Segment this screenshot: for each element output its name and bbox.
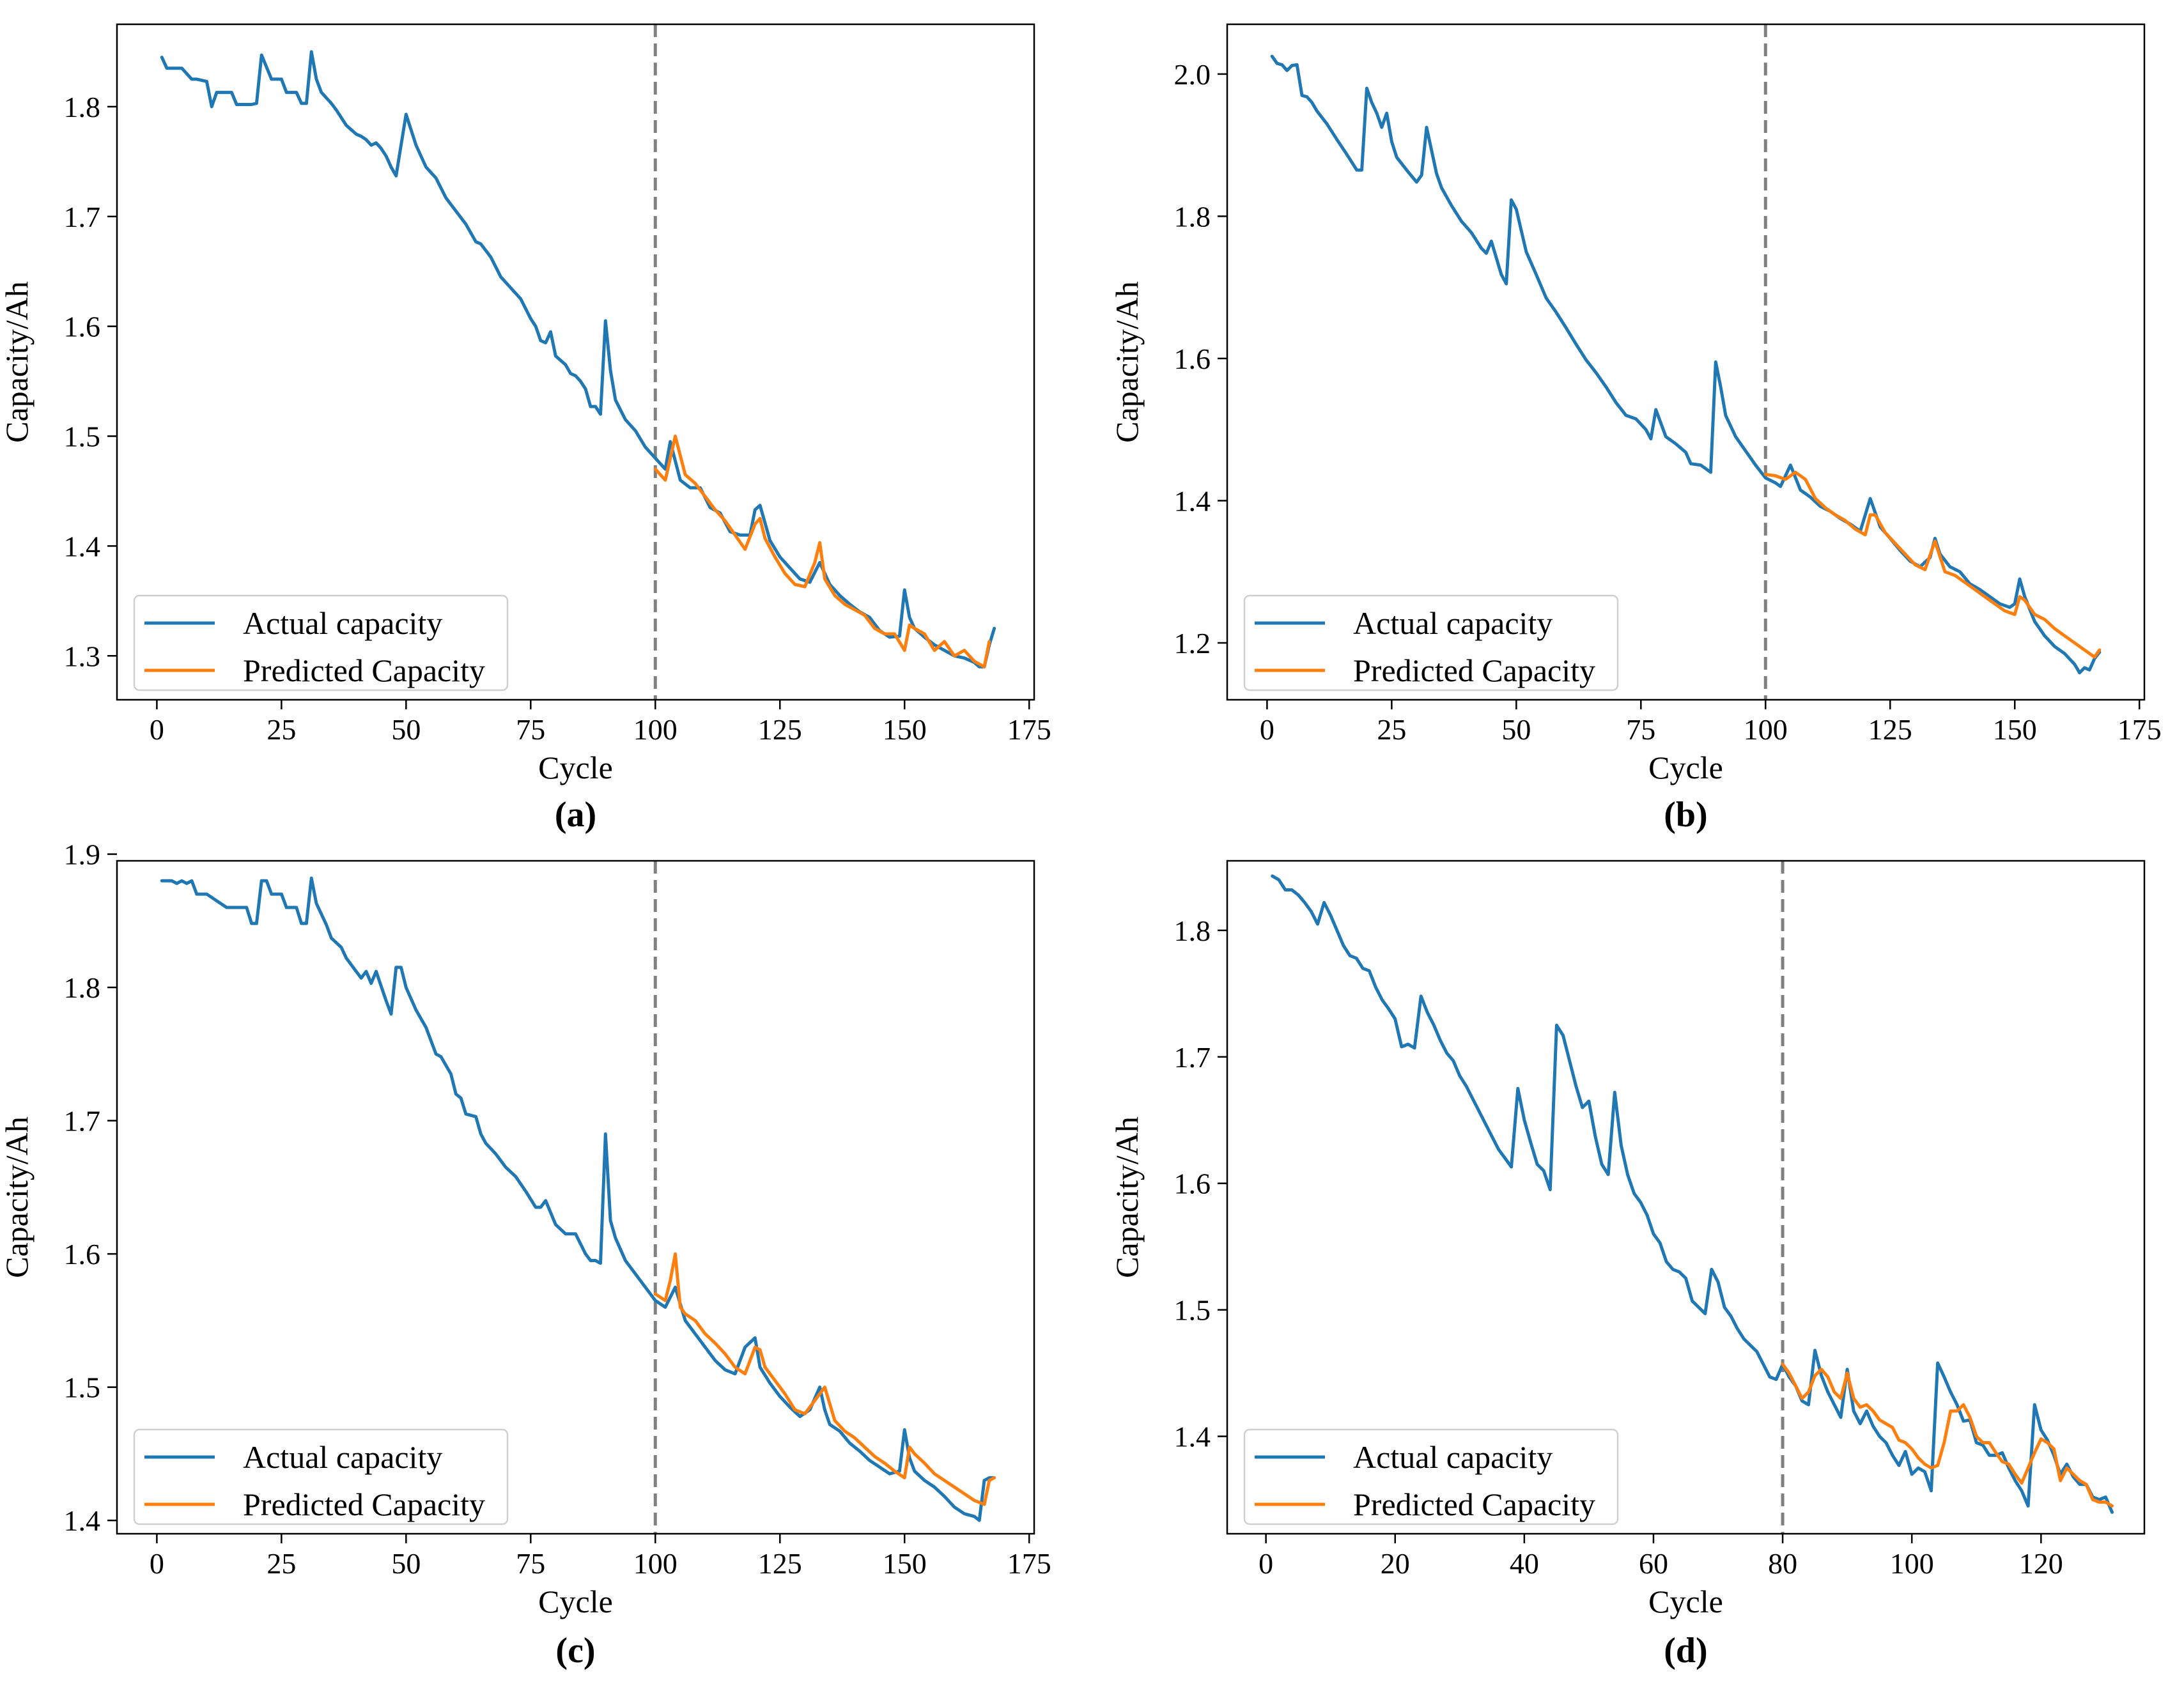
legend-label-predicted: Predicted Capacity (243, 1486, 485, 1522)
y-tick-label: 1.6 (1174, 343, 1211, 375)
x-tick-label: 100 (1744, 713, 1788, 746)
x-tick-label: 20 (1381, 1547, 1410, 1580)
actual-capacity-line (1271, 874, 2114, 1514)
panel-label: (c) (555, 1631, 595, 1670)
x-tick-label: 0 (150, 1547, 164, 1580)
plot-frame (116, 860, 1035, 1535)
legend-label-predicted: Predicted Capacity (1353, 652, 1595, 688)
y-tick-label: 1.7 (1174, 1041, 1211, 1074)
x-tick-label: 125 (758, 713, 802, 746)
panel-label: (d) (1664, 1631, 1707, 1670)
x-tick-label: 100 (633, 713, 678, 746)
x-tick-label: 0 (150, 713, 164, 746)
x-tick-label: 125 (1868, 713, 1912, 746)
y-tick-label: 1.5 (1174, 1294, 1211, 1327)
predicted-capacity-line (1781, 1362, 2114, 1508)
x-tick-label: 0 (1259, 1547, 1273, 1580)
y-axis-title: Capacity/Ah (1109, 281, 1145, 443)
plot-frame (116, 23, 1035, 701)
legend-box (1243, 1428, 1619, 1525)
legend-label-predicted: Predicted Capacity (243, 652, 485, 688)
x-tick-label: 175 (1007, 1547, 1051, 1580)
predicted-capacity-line (653, 1252, 996, 1506)
y-tick-label: 1.4 (64, 530, 101, 562)
y-axis-title: Capacity/Ah (0, 1116, 35, 1278)
y-tick-label: 1.4 (1174, 1421, 1211, 1453)
panel-d: 0 20 40 60 80 100 120 1.4 1.5 1.6 1.7 1.8 Cycle Capac… (1109, 860, 2146, 1670)
legend-label-actual: Actual capacity (1353, 605, 1553, 641)
x-tick-label: 50 (391, 713, 421, 746)
legend-box (1243, 594, 1619, 691)
x-tick-label: 50 (391, 1547, 421, 1580)
y-axis-title: Capacity/Ah (1109, 1116, 1145, 1278)
y-tick-label: 1.8 (1174, 914, 1211, 947)
panel-label: (a) (555, 795, 596, 835)
x-axis-title: Cycle (538, 750, 613, 785)
panel-label: (b) (1664, 795, 1707, 835)
x-tick-label: 150 (883, 1547, 927, 1580)
actual-capacity-line (160, 876, 996, 1522)
x-tick-label: 175 (1007, 713, 1051, 746)
x-tick-label: 80 (1768, 1547, 1797, 1580)
actual-capacity-line (160, 50, 996, 668)
x-tick-label: 100 (633, 1547, 678, 1580)
legend-box (133, 1428, 509, 1525)
x-tick-label: 150 (883, 713, 927, 746)
y-tick-label: 1.3 (64, 640, 101, 672)
y-tick-label: 1.8 (64, 91, 101, 123)
predicted-capacity-line (653, 435, 991, 668)
x-tick-label: 75 (516, 713, 545, 746)
x-tick-label: 75 (1626, 713, 1655, 746)
y-tick-label: 2.0 (1174, 58, 1211, 91)
panel-b: 0 25 50 75 100 125 150 175 1.2 1.4 1.6 1.8 2.0 Cycle C… (1109, 23, 2162, 835)
x-tick-label: 175 (2118, 713, 2162, 746)
x-axis-title: Cycle (538, 1584, 613, 1619)
actual-capacity-line (1270, 54, 2102, 675)
x-tick-label: 25 (267, 713, 296, 746)
x-tick-label: 100 (1890, 1547, 1934, 1580)
y-tick-label: 1.4 (1174, 484, 1211, 517)
y-tick-label: 1.7 (64, 201, 101, 233)
x-tick-label: 0 (1260, 713, 1274, 746)
x-tick-label: 125 (758, 1547, 802, 1580)
legend-box (133, 594, 509, 691)
y-tick-label: 1.4 (64, 1504, 101, 1537)
y-axis-title: Capacity/Ah (0, 281, 35, 443)
y-tick-label: 1.5 (64, 1371, 101, 1404)
x-tick-label: 25 (1377, 713, 1406, 746)
plot-frame (1226, 23, 2146, 701)
plot-frame (1226, 860, 2146, 1535)
x-tick-label: 150 (1993, 713, 2037, 746)
x-tick-label: 120 (2019, 1547, 2063, 1580)
x-tick-label: 25 (267, 1547, 296, 1580)
legend-label-predicted: Predicted Capacity (1353, 1486, 1595, 1522)
panel-c: 0 25 50 75 100 125 150 175 1.4 1.5 1.6 1.7 1.8 1.9 Cyc… (0, 838, 1051, 1670)
y-tick-label: 1.5 (64, 421, 101, 453)
predicted-capacity-line (1763, 470, 2102, 659)
y-tick-label: 1.6 (1174, 1168, 1211, 1200)
x-tick-label: 50 (1501, 713, 1531, 746)
y-tick-label: 1.8 (64, 971, 101, 1004)
y-tick-label: 1.6 (64, 311, 101, 343)
y-tick-label: 1.8 (1174, 200, 1211, 233)
y-tick-label: 1.7 (64, 1105, 101, 1138)
y-tick-label: 1.6 (64, 1238, 101, 1270)
legend-label-actual: Actual capacity (243, 605, 442, 641)
x-tick-label: 40 (1510, 1547, 1539, 1580)
x-tick-label: 75 (516, 1547, 545, 1580)
x-axis-title: Cycle (1648, 1584, 1723, 1619)
y-tick-label: 1.9 (64, 838, 101, 871)
x-axis-title: Cycle (1648, 750, 1723, 785)
legend-label-actual: Actual capacity (1353, 1439, 1553, 1475)
x-tick-label: 60 (1639, 1547, 1668, 1580)
panel-a: 0 25 50 75 100 125 150 175 1.3 1.4 1.5 1.6 1.7 1.8 Cyc… (0, 23, 1051, 835)
y-tick-label: 1.2 (1174, 627, 1211, 660)
legend-label-actual: Actual capacity (243, 1439, 442, 1475)
